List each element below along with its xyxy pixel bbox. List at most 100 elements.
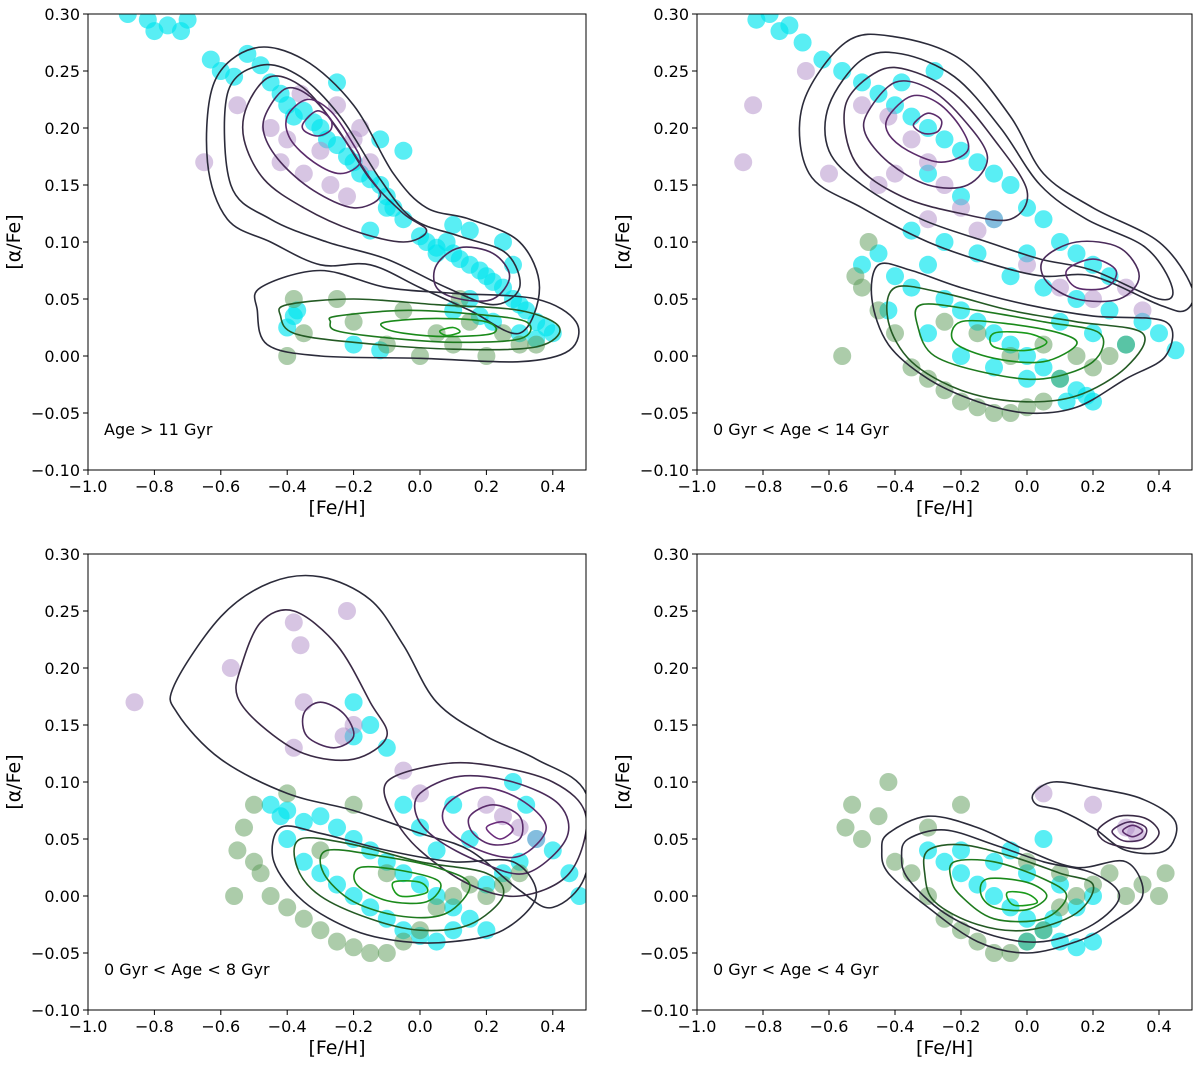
point-purple xyxy=(853,96,871,115)
point-green xyxy=(952,795,970,814)
y-tick-label: 0.30 xyxy=(653,5,689,24)
panel-age-gt-11: −1.0 −0.8 −0.6 −0.4 −0.2 0.0 0.2 0.4 −0.10 −0.05 0… xyxy=(3,5,587,519)
x-tick-label: 0.0 xyxy=(1014,477,1039,496)
contour-line xyxy=(293,836,505,932)
contour-line xyxy=(262,86,382,209)
point-green xyxy=(377,944,396,962)
contour-line xyxy=(1111,821,1148,843)
x-tick-label: 0.4 xyxy=(540,477,565,496)
point-cyan xyxy=(444,921,463,940)
y-axis-label: [α/Fe] xyxy=(612,214,634,269)
point-green xyxy=(344,312,363,331)
point-green xyxy=(225,887,244,905)
point-green xyxy=(1001,944,1020,962)
point-green xyxy=(1100,347,1119,365)
point-cyan xyxy=(1018,347,1036,365)
y-tick-label: 0.10 xyxy=(653,233,689,252)
point-green xyxy=(294,909,313,928)
x-axis-label: [Fe/H] xyxy=(308,1037,365,1059)
x-tick-label: −0.8 xyxy=(135,1017,174,1036)
point-purple xyxy=(311,141,330,160)
point-green xyxy=(1084,358,1102,377)
y-tick-label: 0.05 xyxy=(44,290,80,309)
point-green xyxy=(361,944,380,962)
panel-age-0-8: −1.0 −0.8 −0.6 −0.4 −0.2 0.0 0.2 0.4 −0.10 −0.05 0… xyxy=(3,545,587,1059)
point-green xyxy=(1100,864,1119,883)
point-green xyxy=(460,312,479,331)
point-green xyxy=(1150,887,1168,905)
point-green xyxy=(444,887,463,905)
x-tick-label: 0.2 xyxy=(474,477,499,496)
point-cyan xyxy=(985,164,1003,183)
series-green xyxy=(836,773,1175,962)
y-tick-label: 0.30 xyxy=(44,5,80,24)
point-cyan xyxy=(1001,176,1020,194)
point-green xyxy=(444,335,463,354)
point-purple xyxy=(291,636,310,655)
point-cyan xyxy=(294,852,313,871)
x-tick-label: −0.4 xyxy=(876,477,915,496)
point-green xyxy=(1001,404,1020,422)
point-cyan xyxy=(278,830,297,848)
contour-line xyxy=(1005,890,1039,907)
point-cyan xyxy=(919,255,937,274)
y-tick-label: 0.20 xyxy=(44,659,80,678)
point-purple xyxy=(1034,784,1053,803)
x-tick-label: 0.2 xyxy=(1080,1017,1105,1036)
point-cyan xyxy=(494,233,512,251)
point-green xyxy=(968,324,987,343)
y-tick-label: 0.20 xyxy=(653,119,689,138)
point-cyan xyxy=(504,255,522,274)
contour-line xyxy=(914,303,1105,381)
point-purple xyxy=(338,187,356,206)
x-tick-label: −0.2 xyxy=(334,477,373,496)
point-cyan xyxy=(1051,312,1069,331)
age-annotation: Age > 11 Gyr xyxy=(104,420,213,439)
point-green xyxy=(843,795,862,814)
point-cyan xyxy=(394,864,413,883)
contours xyxy=(880,781,1178,954)
point-purple xyxy=(294,164,313,183)
point-cyan xyxy=(178,14,197,29)
point-cyan xyxy=(377,198,396,217)
series-purple xyxy=(1034,784,1145,843)
contour-line xyxy=(798,33,1192,313)
contour-line xyxy=(467,803,524,846)
point-purple xyxy=(125,693,144,712)
point-cyan xyxy=(985,887,1003,905)
y-tick-label: 0.15 xyxy=(44,176,80,195)
contour-line xyxy=(922,843,1095,932)
point-cyan xyxy=(1034,830,1053,848)
contour-line xyxy=(235,609,389,762)
x-tick-label: 0.4 xyxy=(1146,477,1171,496)
point-cyan xyxy=(361,716,380,734)
x-tick-label: −0.8 xyxy=(744,1017,783,1036)
x-axis-label: [Fe/H] xyxy=(916,497,973,519)
y-tick-label: −0.10 xyxy=(31,1001,80,1020)
y-tick-label: −0.10 xyxy=(640,461,689,480)
y-tick-label: 0.00 xyxy=(44,887,80,906)
x-tick-label: 0.0 xyxy=(407,1017,432,1036)
point-green xyxy=(1067,347,1086,365)
x-tick-label: 0.0 xyxy=(407,477,432,496)
age-annotation: 0 Gyr < Age < 14 Gyr xyxy=(713,420,889,439)
contour-line xyxy=(441,786,548,859)
contour-line xyxy=(413,774,570,875)
point-cyan xyxy=(328,818,346,837)
contour-line xyxy=(843,66,1029,222)
contour-line xyxy=(328,309,532,344)
point-green xyxy=(1018,398,1036,417)
x-tick-label: −0.6 xyxy=(810,1017,849,1036)
point-green xyxy=(311,921,330,940)
contour-line xyxy=(319,848,471,919)
point-cyan xyxy=(968,153,987,172)
point-green xyxy=(1034,335,1053,354)
x-tick-label: 0.2 xyxy=(474,1017,499,1036)
point-cyan xyxy=(411,875,429,894)
point-purple xyxy=(338,602,356,620)
point-cyan xyxy=(225,67,244,86)
contour-line xyxy=(271,825,538,944)
contour-line xyxy=(948,858,1068,923)
series-purple xyxy=(125,602,546,848)
